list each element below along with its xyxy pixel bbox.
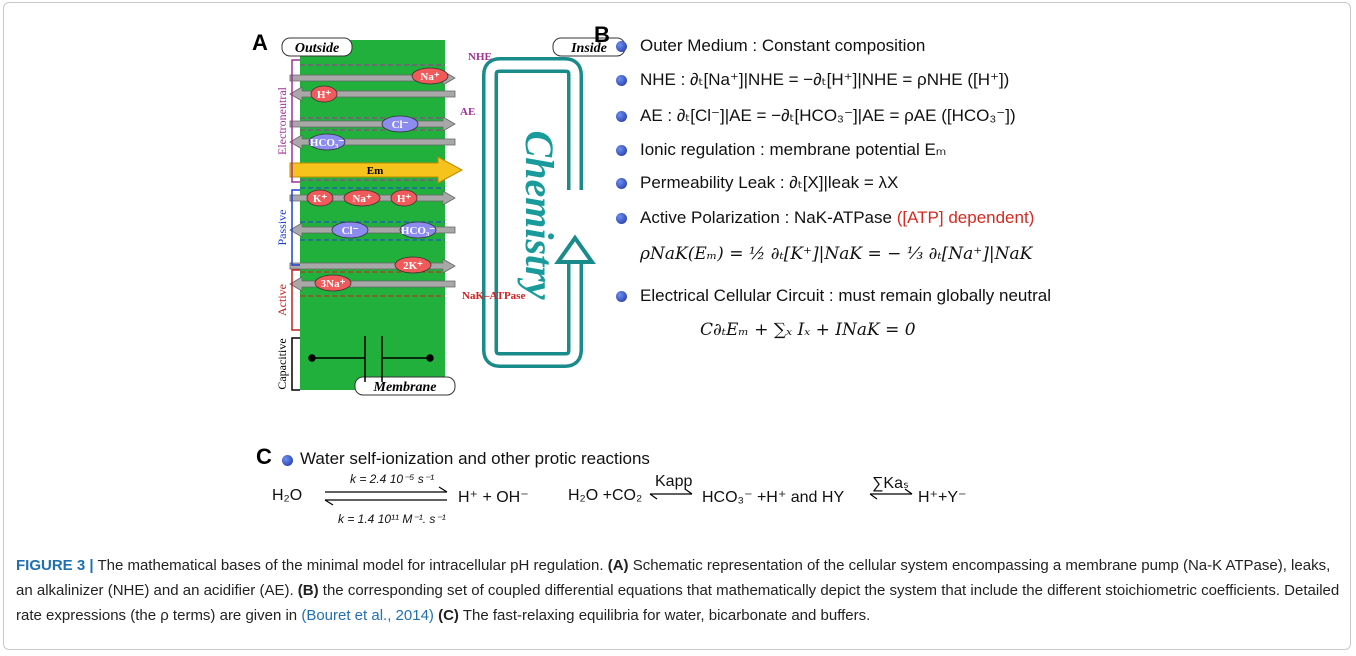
ion-label: HCO₃⁻ <box>401 225 435 237</box>
bullet <box>616 178 627 189</box>
products: HCO₃⁻ +H⁺ and HY <box>702 487 844 507</box>
products: H⁺ + OH⁻ <box>458 487 529 507</box>
transporter-label: NaK–ATPase <box>462 290 525 302</box>
list-item: Permeability Leak : ∂ₜ[X]|leak = λX <box>640 173 898 193</box>
ion-label: Na⁺ <box>420 71 439 83</box>
caption-ref: (C) <box>438 607 459 624</box>
citation[interactable]: (Bouret et al., 2014) <box>301 607 434 624</box>
products: H⁺+Y⁻ <box>918 487 966 507</box>
panel-c-heading: Water self-ionization and other protic r… <box>300 449 650 469</box>
caption-text: The fast-relaxing equilibria for water, … <box>463 607 870 624</box>
reactant: H₂O +CO₂ <box>568 487 642 505</box>
group-label: Passive <box>275 210 289 246</box>
list-item: Electrical Cellular Circuit : must remai… <box>640 286 1051 306</box>
rate-backward: k = 1.4 10¹¹ M⁻¹. s⁻¹ <box>338 512 446 526</box>
chemistry-arrowhead <box>558 238 592 262</box>
panel-label: C <box>256 444 272 470</box>
chemistry-label: Chemistry <box>517 131 562 300</box>
atp-note: ([ATP] dependent) <box>897 208 1035 227</box>
figure-label: FIGURE 3 | <box>16 557 94 574</box>
bullet <box>616 291 627 302</box>
rate-forward: k = 2.4 10⁻⁵ s⁻¹ <box>350 472 434 486</box>
group-label: Capacitive <box>275 338 289 389</box>
ion-label: Em <box>367 165 384 177</box>
reactant: H₂O <box>272 487 302 505</box>
group-label: Electroneutral <box>275 86 289 155</box>
membrane-label: Membrane <box>373 380 437 395</box>
bullet <box>616 213 627 224</box>
group-label: Active <box>275 284 289 316</box>
caption-text: The mathematical bases of the minimal mo… <box>97 557 603 574</box>
bullet <box>616 145 627 156</box>
list-item: Outer Medium : Constant composition <box>640 36 925 56</box>
bullet <box>616 75 627 86</box>
ion-label: H⁺ <box>317 89 332 101</box>
constant: ∑Kaₛ <box>872 473 909 493</box>
formula: ρNaK(Eₘ) = ½ ∂ₜ[K⁺]|NaK = − ⅓ ∂ₜ[Na⁺]|Na… <box>640 244 1032 264</box>
list-item: NHE : ∂ₜ[Na⁺]|NHE = −∂ₜ[H⁺]|NHE = ρNHE (… <box>640 70 1009 90</box>
ion-label: Cl⁻ <box>392 119 409 131</box>
bullet <box>616 41 627 52</box>
transporter-label: AE <box>460 106 475 118</box>
ion-label: H⁺ <box>397 193 412 205</box>
bracket <box>292 338 300 390</box>
ion-label: 3Na⁺ <box>321 278 346 290</box>
ion-label: HCO₃⁻ <box>310 137 344 149</box>
ion-label: 2K⁺ <box>403 260 423 272</box>
constant: Kapp <box>655 473 692 491</box>
ion-label: Na⁺ <box>352 193 371 205</box>
formula: C∂ₜEₘ + ∑ₓ Iₓ + INaK = 0 <box>700 320 916 340</box>
ion-label: Cl⁻ <box>342 225 359 237</box>
list-item: AE : ∂ₜ[Cl⁻]|AE = −∂ₜ[HCO₃⁻]|AE = ρAE ([… <box>640 106 1016 126</box>
page: {"panel_a": {"label": "A", "outside": "O… <box>0 0 1356 656</box>
ion-label: K⁺ <box>313 193 328 205</box>
bullet <box>616 111 627 122</box>
caption-ref: (B) <box>298 582 319 599</box>
transporter-label: NHE <box>468 51 492 63</box>
panel-label: A <box>252 30 268 55</box>
caption-ref: (A) <box>608 557 629 574</box>
list-item: Active Polarization : NaK-ATPase ([ATP] … <box>640 208 1034 228</box>
panel-label: B <box>594 22 610 48</box>
outside-label: Outside <box>295 41 339 56</box>
caption: FIGURE 3 | The mathematical bases of the… <box>16 553 1341 628</box>
list-item: Ionic regulation : membrane potential Eₘ <box>640 140 946 160</box>
bullet <box>282 455 293 466</box>
